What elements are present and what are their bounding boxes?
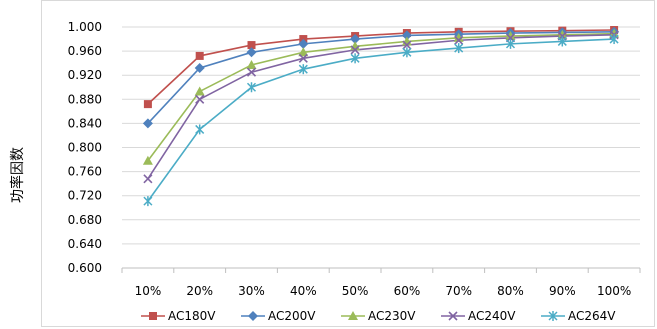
legend-label: AC264V: [568, 309, 616, 323]
data-point-ac230v: [505, 31, 516, 41]
data-point-ac264v: [557, 36, 567, 47]
x-tick-label: 60%: [394, 284, 421, 298]
data-point-ac200v: [350, 34, 361, 45]
legend-marker: [248, 311, 258, 321]
y-tick-label: 1.000: [68, 20, 102, 34]
y-tick-label: 0.640: [68, 237, 102, 251]
marker-stroke: [298, 53, 308, 63]
y-axis-label-svg: 功率因数: [9, 147, 26, 203]
series-lines: [147, 29, 615, 202]
data-point-ac200v: [194, 62, 205, 73]
data-point-ac264v: [454, 43, 464, 54]
data-point-ac180v: [195, 51, 204, 60]
data-point-ac240v: [298, 53, 308, 63]
data-point-ac200v: [142, 118, 153, 129]
x-tick-label: 80%: [497, 284, 524, 298]
legend-label: AC180V: [168, 309, 216, 323]
legend-marker: [448, 311, 458, 321]
x-tick-label: 90%: [549, 284, 576, 298]
data-point-ac200v: [246, 47, 257, 58]
legend-marker: [149, 312, 157, 320]
legend-item-ac200v: AC200V: [241, 309, 316, 323]
y-tick-label: 0.760: [68, 165, 102, 179]
data-point-ac200v: [298, 38, 309, 49]
legend-label: AC200V: [268, 309, 316, 323]
y-tick-label: 0.960: [68, 44, 102, 58]
data-point-ac230v: [246, 59, 257, 69]
marker-stroke: [350, 45, 360, 55]
marker-stroke: [195, 94, 205, 104]
series-line-ac240v: [147, 34, 615, 180]
series-markers: [142, 26, 620, 207]
x-tick-label: 50%: [342, 284, 369, 298]
series-line-ac180v: [147, 29, 615, 105]
data-point-ac230v: [194, 86, 205, 96]
y-tick-label: 0.880: [68, 92, 102, 106]
data-point-ac180v: [143, 100, 152, 109]
data-point-ac264v: [505, 38, 516, 49]
grid-lines: [122, 26, 640, 269]
legend-item-ac230v: AC230V: [341, 309, 416, 323]
x-tick-label: 10%: [135, 284, 162, 298]
legend-label: AC230V: [368, 309, 416, 323]
legend-label: AC240V: [468, 309, 516, 323]
data-point-ac264v: [350, 53, 360, 64]
marker-stroke: [143, 174, 153, 184]
data-point-ac200v: [401, 30, 412, 41]
data-point-ac230v: [557, 29, 568, 39]
data-point-ac240v: [350, 45, 360, 55]
series-line-ac200v: [147, 31, 615, 124]
marker-stroke: [402, 40, 412, 50]
y-tick-label: 0.800: [68, 141, 102, 155]
data-point-ac264v: [143, 196, 153, 207]
x-tick-label: 70%: [445, 284, 472, 298]
data-point-ac264v: [609, 34, 619, 45]
y-tick-label: 0.720: [68, 189, 102, 203]
data-point-ac240v: [246, 67, 257, 77]
legend-item-ac180v: AC180V: [141, 309, 216, 323]
data-point-ac240v: [402, 40, 412, 50]
y-tick-label: 0.840: [68, 116, 102, 130]
data-point-ac180v: [247, 41, 256, 50]
series-line-ac264v: [147, 38, 615, 202]
x-tick-label: 20%: [186, 284, 213, 298]
y-tick-label: 0.920: [68, 68, 102, 82]
legend-item-ac264v: AC264V: [541, 309, 616, 323]
data-point-ac230v: [142, 155, 153, 165]
data-point-ac240v: [143, 174, 153, 184]
x-tick-label: 30%: [238, 284, 265, 298]
legend: AC180V AC200V AC230V AC240V AC264V: [141, 309, 616, 323]
data-point-ac240v: [195, 94, 205, 104]
data-point-ac264v: [195, 124, 205, 135]
legend-marker: [548, 311, 558, 321]
y-axis-label: 功率因数: [4, 130, 32, 220]
data-point-ac264v: [246, 82, 257, 93]
data-point-ac264v: [402, 47, 412, 58]
marker-stroke: [448, 311, 458, 321]
axes: 0.600 0.640 0.680 0.720 0.760 0.800 0.840 0.880…: [68, 20, 641, 298]
chart-frame: [41, 0, 655, 327]
data-point-ac230v: [609, 28, 620, 38]
data-point-ac230v: [453, 32, 464, 42]
y-axis-label-text: 功率因数: [9, 147, 26, 203]
marker-stroke: [454, 35, 464, 45]
data-point-ac230v: [298, 47, 309, 57]
y-tick-label: 0.680: [68, 213, 102, 227]
y-tick-label: 0.600: [68, 261, 102, 275]
data-point-ac240v: [454, 35, 464, 45]
x-tick-label: 40%: [290, 284, 317, 298]
data-point-ac264v: [298, 64, 308, 75]
series-line-ac230v: [147, 32, 615, 162]
marker-stroke: [246, 67, 257, 77]
legend-item-ac240v: AC240V: [441, 309, 516, 323]
legend-marker: [348, 311, 358, 320]
x-tick-label: 100%: [597, 284, 631, 298]
